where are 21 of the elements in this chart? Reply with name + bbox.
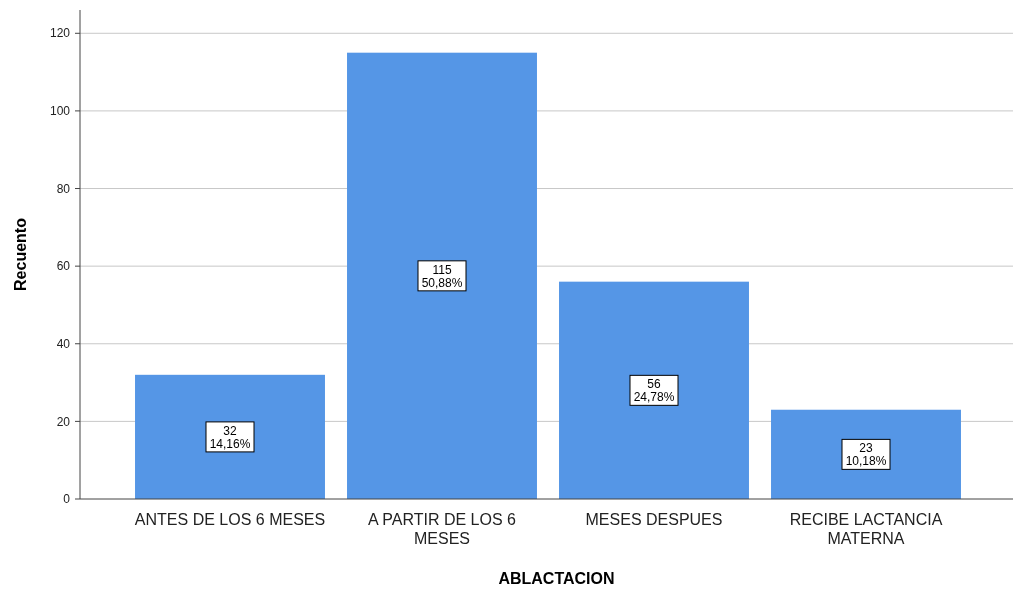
x-axis-title: ABLACTACION [498,570,615,587]
bar [559,281,749,499]
bar [347,52,537,499]
data-label: 56 24,78% [633,377,675,405]
y-tick-label: 100 [49,104,71,119]
y-tick-label: 80 [56,181,71,196]
x-tick-label: A PARTIR DE LOS 6 MESES [368,511,517,547]
y-tick-label: 40 [56,336,71,351]
y-tick-label: 120 [49,26,71,41]
y-tick-label: 60 [56,259,71,274]
x-tick-label: ANTES DE LOS 6 MESES [134,511,326,528]
data-label: 32 14,16% [209,423,251,451]
bar [135,374,325,499]
y-tick-label: 20 [56,414,71,429]
data-label: 115 50,88% [421,262,463,290]
x-tick-label: MESES DESPUES [585,511,723,528]
x-tick-label: RECIBE LACTANCIA MATERNA [789,511,943,547]
bar [771,409,961,499]
y-axis-title: Recuento [12,217,29,291]
data-label: 23 10,18% [845,441,887,469]
y-tick-label: 0 [63,492,71,507]
